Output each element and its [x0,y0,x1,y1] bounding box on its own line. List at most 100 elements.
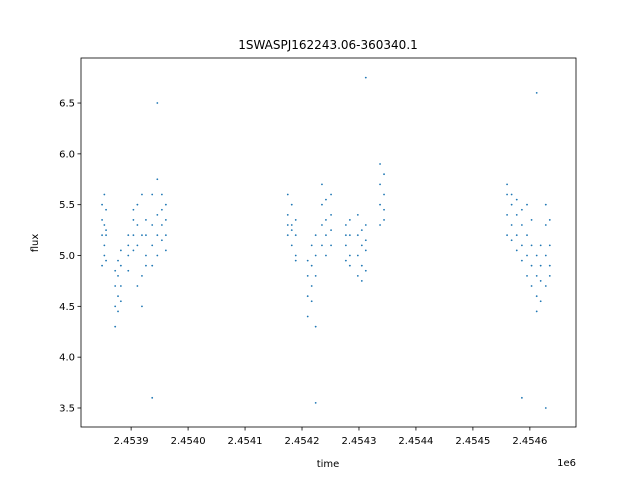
x-tick-label: 2.4541 [228,436,263,447]
data-point [520,208,523,211]
data-point [548,274,551,277]
data-point [286,234,289,237]
data-point [306,274,309,277]
data-point [379,163,381,165]
data-point [156,234,159,237]
data-point [156,213,159,216]
data-point [145,254,147,257]
data-point [117,310,119,313]
data-point [290,229,293,231]
data-point [344,224,347,226]
data-point [544,285,547,287]
x-tick-label: 2.4544 [398,436,433,447]
data-point [539,300,542,303]
data-point [526,234,528,237]
data-point [151,244,154,247]
data-point [383,173,385,176]
data-point [151,224,154,226]
data-point [535,310,538,313]
data-point [539,264,542,267]
data-point [348,254,351,257]
data-point [515,234,518,237]
x-tick-label: 2.4545 [455,436,490,447]
data-point [544,407,547,409]
data-point [145,264,147,267]
data-point [379,224,381,226]
data-point [364,239,367,242]
data-point [360,229,363,231]
data-point [136,203,139,206]
data-point [103,254,106,257]
data-point [119,300,122,303]
data-point [103,244,106,247]
data-point [145,219,147,221]
axes-frame [80,57,577,428]
data-point [321,183,323,186]
data-point [127,244,130,247]
data-point [114,269,117,272]
data-point [520,244,523,247]
y-tick-label: 4.0 [59,353,75,364]
data-point [530,219,533,221]
data-point [286,213,289,216]
data-point [544,203,547,206]
y-tick-label: 6.0 [59,149,75,160]
data-point [101,203,103,206]
y-axis-label: flux [30,234,41,253]
data-point [535,274,538,277]
data-point [119,249,122,252]
data-point [127,269,130,272]
x-tick-label: 2.4546 [512,436,547,447]
data-point [294,219,297,221]
data-point [383,193,385,196]
data-point [314,234,317,237]
data-point [294,234,297,237]
data-point [348,264,351,267]
data-point [310,285,313,287]
data-point [164,234,167,237]
y-tick-label: 5.0 [59,251,75,262]
data-point [141,274,143,277]
data-point [535,91,538,94]
data-point [151,396,154,399]
data-point [515,213,518,216]
data-point [539,280,542,282]
data-point [117,274,119,277]
data-point [101,264,103,267]
data-point [379,203,381,206]
data-point [156,178,159,181]
data-point [294,259,297,262]
data-point [164,249,167,252]
data-point [510,224,513,226]
x-tick-label: 2.4542 [285,436,320,447]
data-point [306,259,309,262]
data-point [535,254,538,257]
data-point [127,254,130,257]
data-point [105,234,107,237]
data-point [325,254,327,257]
data-point [119,264,122,267]
data-point [548,244,551,247]
data-point [132,208,135,211]
data-point [141,234,143,237]
data-point [105,259,107,262]
data-point [136,285,139,287]
data-point [506,234,508,237]
y-tick-label: 4.5 [59,302,75,313]
data-point [310,300,313,303]
data-point [530,264,533,267]
data-point [510,193,513,196]
data-point [290,224,293,226]
data-point [160,193,163,196]
chart-title: 1SWASPJ162243.06-360340.1 [238,38,418,52]
data-point [160,208,163,211]
data-point [151,264,154,267]
data-point [105,208,107,211]
data-point [506,213,508,216]
data-point [356,254,359,257]
data-point [286,193,289,196]
data-point [290,203,293,206]
data-point [314,325,317,328]
